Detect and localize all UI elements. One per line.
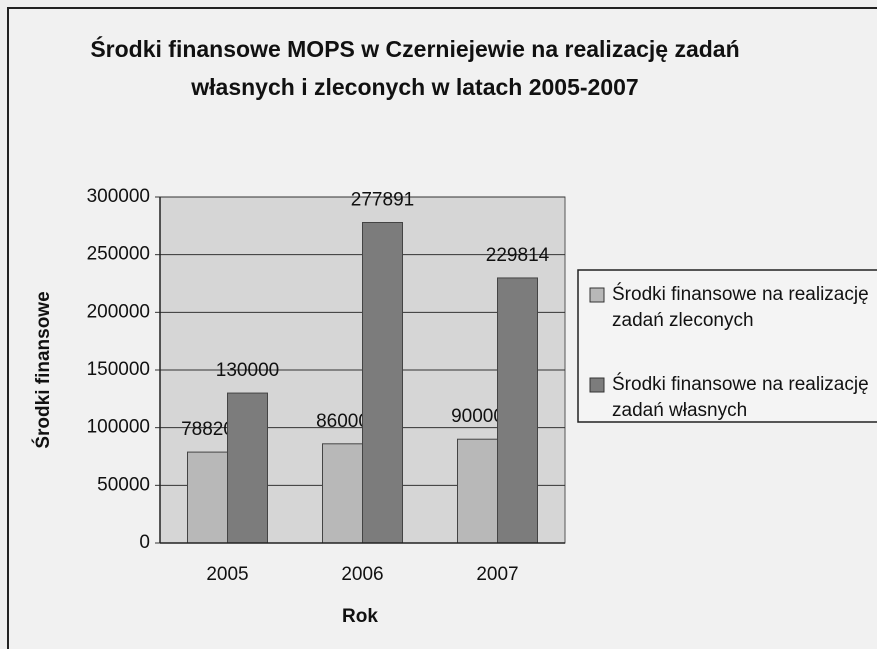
y-tick-label: 150000: [87, 359, 150, 380]
x-tick-label: 2006: [341, 564, 383, 585]
value-label: 78820: [181, 419, 234, 440]
legend-swatch: [589, 287, 605, 303]
bar: [322, 443, 363, 544]
legend-label: Środki finansowe na realizację zadań wła…: [612, 374, 869, 421]
legend-swatch: [589, 377, 605, 393]
y-tick-label: 100000: [87, 417, 150, 438]
chart-title: Środki finansowe MOPS w Czerniejewie na …: [90, 36, 740, 100]
y-tick-label: 300000: [87, 186, 150, 207]
x-axis-label: Rok: [342, 606, 378, 627]
y-tick-label: 200000: [87, 301, 150, 322]
y-axis-label: Środki finansowe: [32, 291, 54, 448]
y-tick-label: 250000: [87, 244, 150, 265]
bar: [497, 277, 538, 544]
bar: [187, 451, 228, 544]
bar: [227, 392, 268, 544]
y-tick-label: 50000: [97, 474, 150, 495]
legend-label: Środki finansowe na realizację zadań zle…: [612, 284, 869, 331]
x-tick-label: 2005: [206, 564, 248, 585]
y-tick-label: 0: [139, 532, 150, 553]
legend-box: [577, 269, 877, 423]
value-label: 130000: [216, 360, 279, 381]
value-label: 229814: [486, 245, 550, 266]
bar: [457, 438, 498, 544]
bar: [362, 221, 403, 544]
value-label: 277891: [351, 190, 414, 211]
value-label: 86000: [316, 411, 369, 432]
x-tick-label: 2007: [476, 564, 518, 585]
value-label: 90000: [451, 406, 504, 427]
